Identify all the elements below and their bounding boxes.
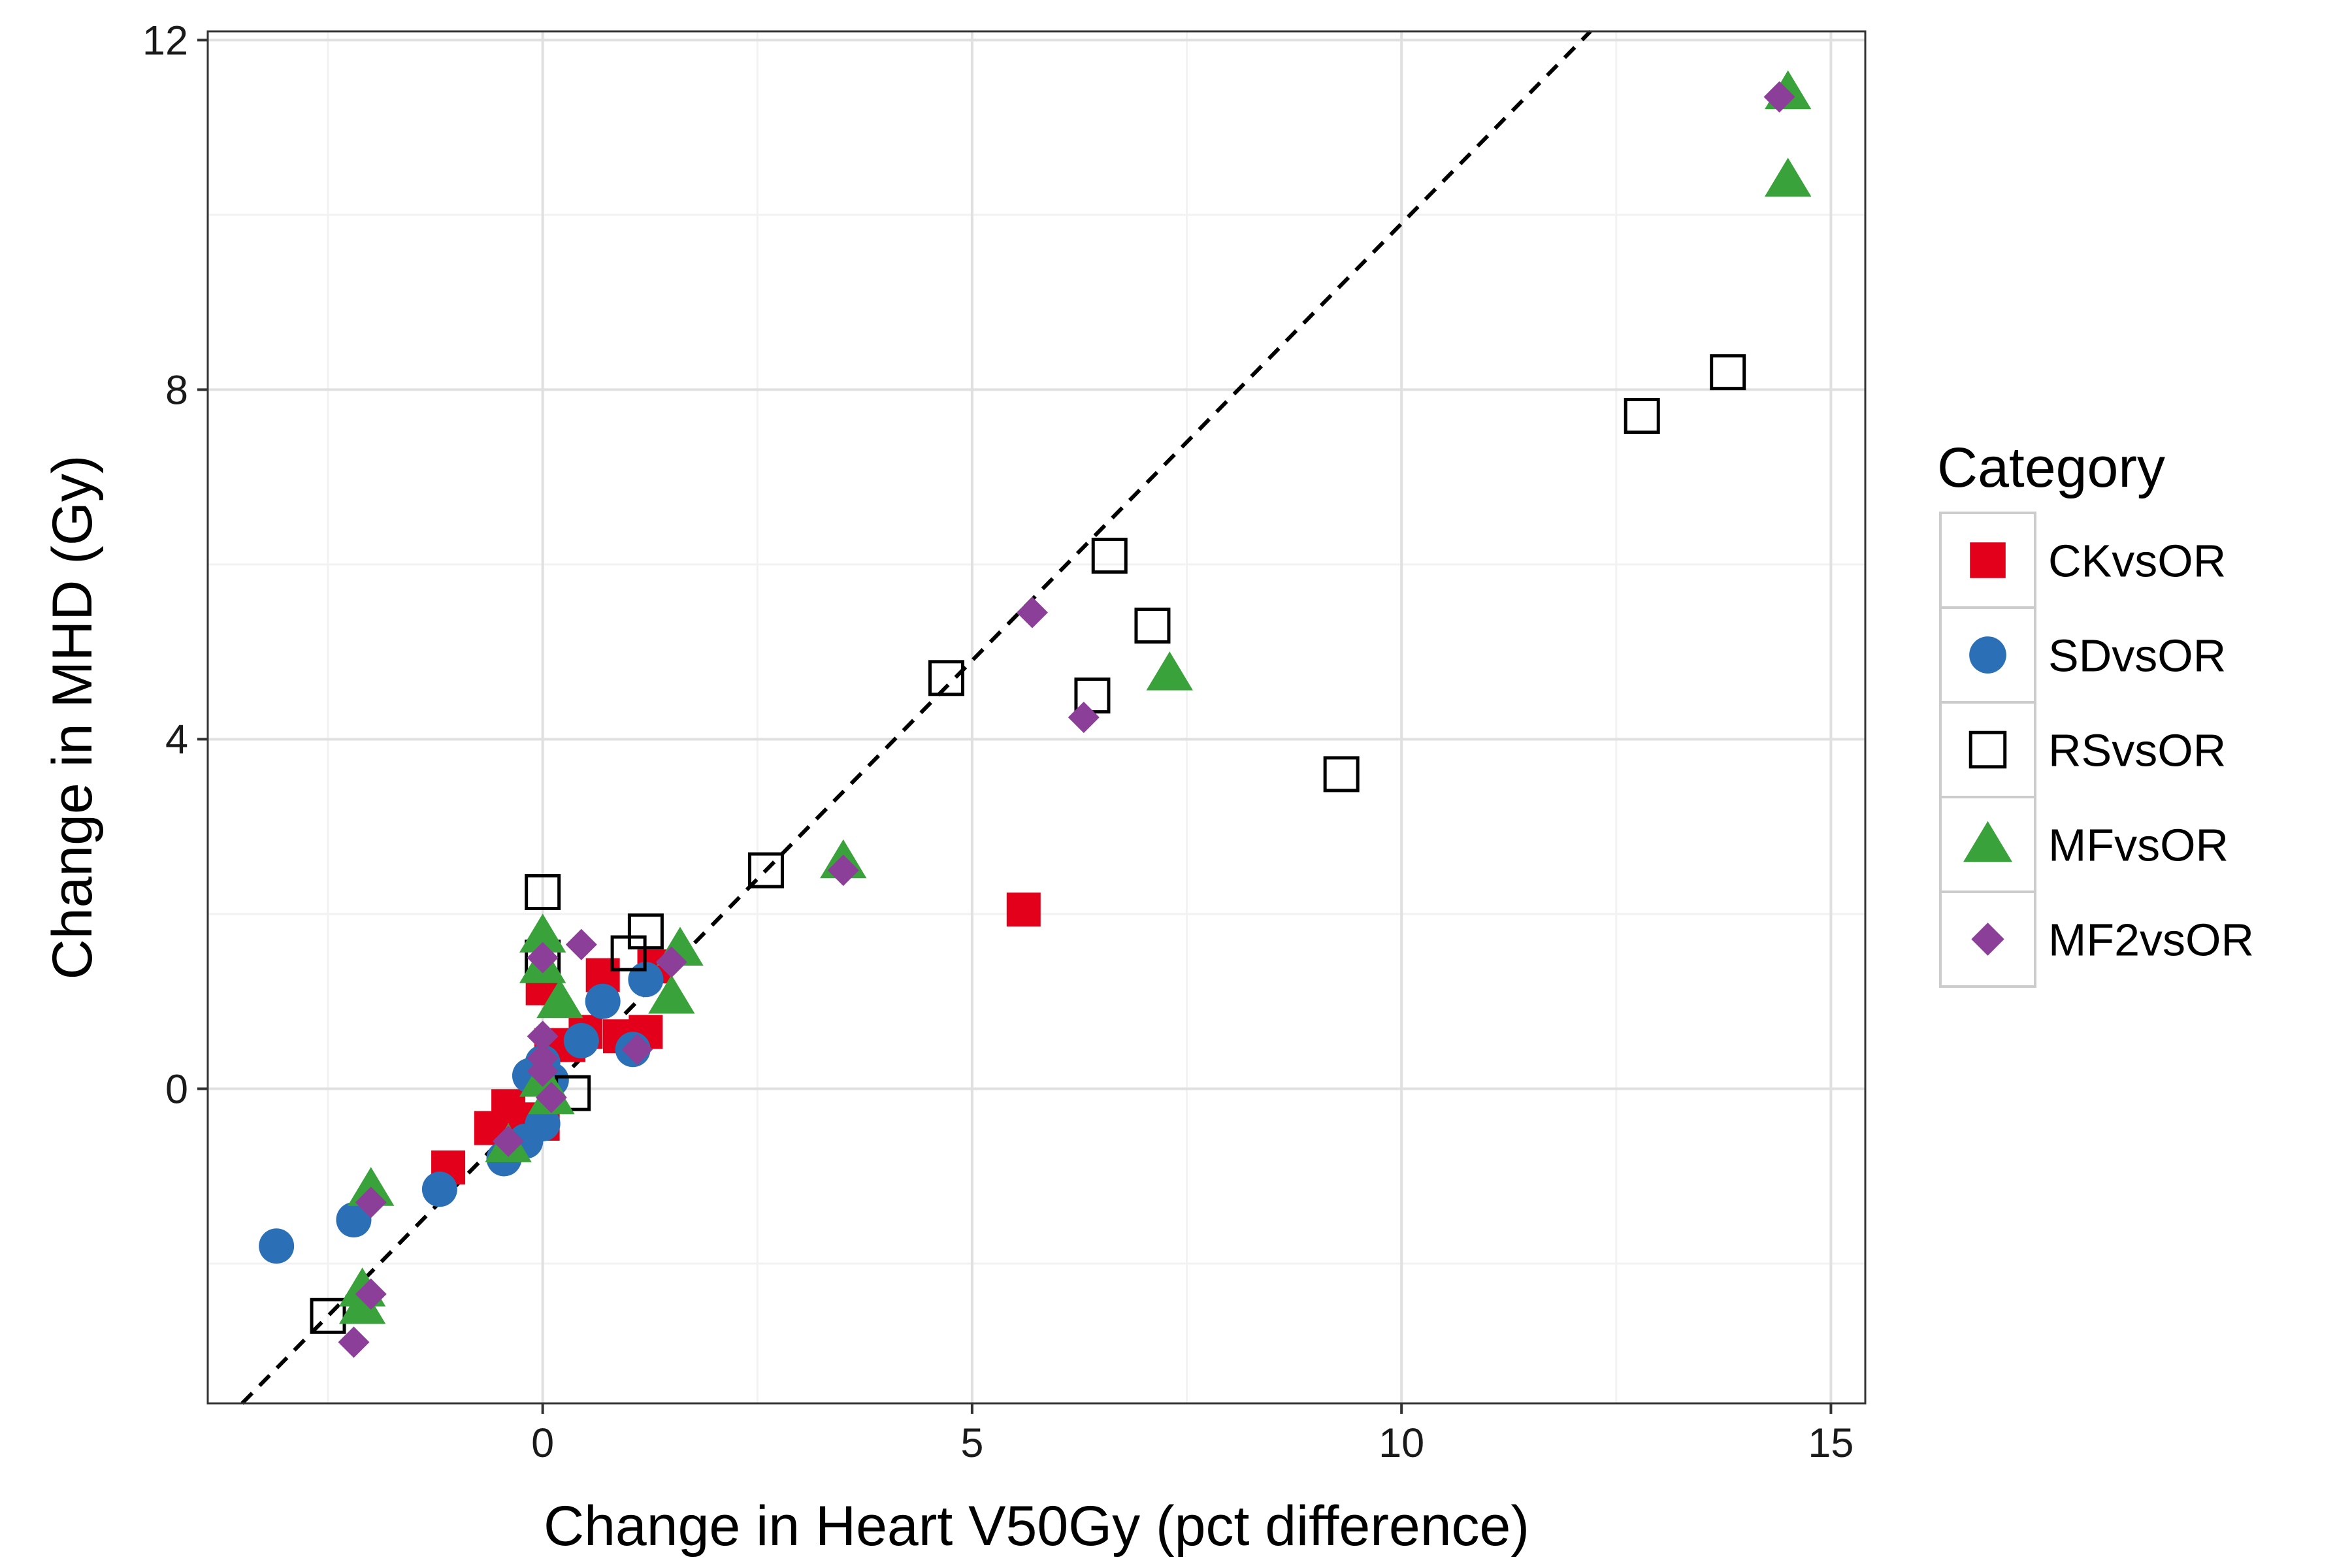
y-tick-label: 8 xyxy=(165,367,188,413)
x-tick-label: 10 xyxy=(1379,1420,1424,1466)
legend-label-sdvsor: SDvsOR xyxy=(2048,630,2226,681)
data-point-mf2vsor xyxy=(338,1326,370,1358)
y-tick-label: 4 xyxy=(165,717,188,762)
x-tick-label: 15 xyxy=(1808,1420,1854,1466)
legend-item-sdvsor: SDvsOR xyxy=(1939,606,2226,704)
data-point-mf2vsor xyxy=(527,1021,559,1053)
legend-key-ckvsor xyxy=(1970,542,2006,578)
data-points xyxy=(259,70,1812,1358)
data-point-mf2vsor xyxy=(527,941,559,973)
legend-key-sdvsor xyxy=(1969,636,2006,674)
data-point-rsvsor xyxy=(747,852,784,889)
x-axis-title: Change in Heart V50Gy (pct difference) xyxy=(544,1495,1529,1558)
data-point-mf2vsor xyxy=(355,1186,387,1218)
data-point-rsvsor xyxy=(525,874,561,911)
legend-key-mfvsor xyxy=(1963,821,2012,862)
y-axis-title: Change in MHD (Gy) xyxy=(41,455,104,980)
legend-item-mfvsor: MFvsOR xyxy=(1939,796,2229,893)
data-point-rsvsor xyxy=(928,660,964,696)
data-point-rsvsor xyxy=(1134,608,1171,644)
legend-label-ckvsor: CKvsOR xyxy=(2048,536,2226,587)
data-point-mfvsor xyxy=(1146,651,1193,691)
data-point-mfvsor xyxy=(536,979,583,1019)
data-point-mf2vsor xyxy=(493,1125,525,1157)
plot-panel-border xyxy=(206,30,1867,1405)
data-point-rsvsor xyxy=(1323,756,1360,792)
data-point-rsvsor xyxy=(627,913,664,950)
reference-line-layer xyxy=(240,29,1592,1405)
axis-ticks xyxy=(197,39,1833,1414)
major-gridlines xyxy=(208,31,1865,1403)
legend-label-mfvsor: MFvsOR xyxy=(2048,820,2229,871)
data-point-sdvsor xyxy=(585,983,621,1019)
data-point-sdvsor xyxy=(563,1022,599,1058)
data-point-mf2vsor xyxy=(1016,596,1048,629)
data-point-mf2vsor xyxy=(565,928,597,960)
data-point-rsvsor xyxy=(1624,398,1660,434)
data-point-mfvsor xyxy=(648,975,695,1014)
tick-labels: 0 5 10 15 0 4 8 12 xyxy=(142,18,1854,1466)
data-point-mf2vsor xyxy=(535,1081,567,1113)
x-tick-label: 5 xyxy=(960,1420,983,1466)
data-point-sdvsor xyxy=(421,1171,457,1207)
legend: Category CKvsOR SDvsOR RSvsOR MFvsOR MF2vsOR xyxy=(1937,436,2254,988)
data-point-mfvsor xyxy=(519,913,566,953)
data-point-mfvsor xyxy=(348,1167,395,1206)
legend-key-mf2vsor xyxy=(1971,923,2004,956)
data-point-rsvsor xyxy=(1091,538,1128,574)
legend-title: Category xyxy=(1937,436,2165,499)
legend-key-rsvsor xyxy=(1968,730,2007,769)
data-point-mf2vsor xyxy=(527,1055,559,1087)
data-point-sdvsor xyxy=(259,1228,295,1264)
data-point-mf2vsor xyxy=(621,1034,653,1066)
data-point-mf2vsor xyxy=(827,855,859,887)
data-point-sdvsor xyxy=(336,1202,372,1238)
legend-item-mf2vsor: MF2vsOR xyxy=(1939,890,2254,988)
data-point-mf2vsor xyxy=(355,1278,387,1310)
legend-item-rsvsor: RSvsOR xyxy=(1939,701,2226,798)
x-tick-label: 0 xyxy=(531,1420,554,1466)
data-point-sdvsor xyxy=(525,1105,561,1141)
data-point-mf2vsor xyxy=(1068,702,1100,733)
legend-key-box xyxy=(1939,701,2036,798)
data-point-rsvsor xyxy=(1710,354,1746,391)
legend-label-mf2vsor: MF2vsOR xyxy=(2048,915,2254,966)
legend-label-rsvsor: RSvsOR xyxy=(2048,725,2226,776)
data-point-mfvsor xyxy=(1764,157,1812,197)
legend-item-ckvsor: CKvsOR xyxy=(1939,512,2226,609)
data-point-mf2vsor xyxy=(1763,81,1795,113)
data-point-ckvsor xyxy=(1006,892,1041,927)
identity-reference-line xyxy=(240,29,1592,1405)
y-tick-label: 0 xyxy=(165,1066,188,1112)
series-mf2vsor xyxy=(338,81,1795,1358)
y-tick-label: 12 xyxy=(142,18,188,63)
data-point-mf2vsor xyxy=(655,946,687,978)
